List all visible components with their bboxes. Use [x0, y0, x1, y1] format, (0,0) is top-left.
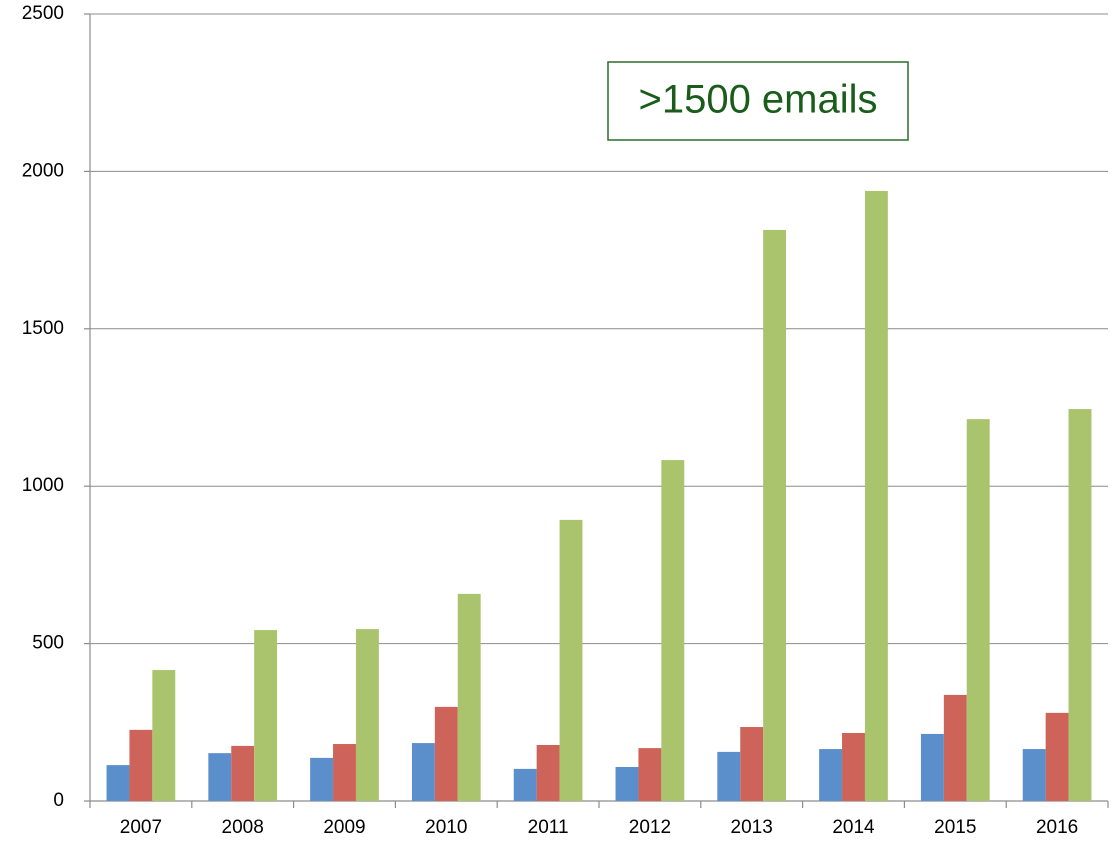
x-tick-label: 2009	[323, 817, 365, 838]
bar	[254, 630, 278, 801]
annotation: >1500 emails	[638, 78, 877, 122]
bar	[819, 749, 843, 801]
bar	[355, 629, 379, 801]
y-tick-label: 2000	[22, 160, 64, 181]
bar	[920, 733, 944, 801]
annotation-box	[607, 61, 909, 141]
bar	[717, 751, 741, 801]
x-tick-label: 2010	[425, 817, 467, 838]
bar	[1045, 712, 1069, 801]
bar	[966, 419, 990, 801]
x-tick-label: 2011	[528, 817, 569, 838]
bar	[411, 743, 435, 801]
x-tick-label: 2014	[832, 817, 875, 838]
bar	[661, 460, 685, 801]
bar	[129, 729, 153, 801]
bar	[740, 727, 764, 801]
bar	[1068, 409, 1092, 801]
x-tick-label: 2008	[222, 817, 264, 838]
bar	[559, 519, 583, 801]
bar	[152, 670, 176, 801]
bar	[333, 744, 356, 801]
bar	[457, 593, 481, 801]
x-tick-label: 2013	[731, 817, 773, 838]
bar	[763, 229, 787, 801]
bar	[615, 767, 639, 801]
bar	[638, 748, 662, 801]
bar	[513, 768, 537, 801]
bar	[106, 765, 130, 801]
bar	[310, 757, 334, 801]
y-tick-label: 2500	[22, 3, 64, 24]
x-tick-label: 2007	[120, 817, 162, 838]
bar	[943, 694, 967, 801]
y-tick-label: 1000	[22, 475, 64, 496]
x-tick-label: 2012	[629, 817, 671, 838]
bar	[536, 744, 560, 801]
bar	[842, 733, 865, 801]
bar	[1022, 749, 1046, 801]
bar	[864, 190, 888, 801]
x-tick-label: 2016	[1036, 817, 1078, 838]
bar	[434, 706, 458, 801]
bar	[231, 745, 255, 801]
y-tick-label: 1500	[22, 318, 64, 339]
x-tick-label: 2015	[934, 817, 976, 838]
y-tick-label: 500	[32, 633, 64, 654]
y-tick-label: 0	[53, 790, 64, 811]
bar	[208, 753, 232, 801]
